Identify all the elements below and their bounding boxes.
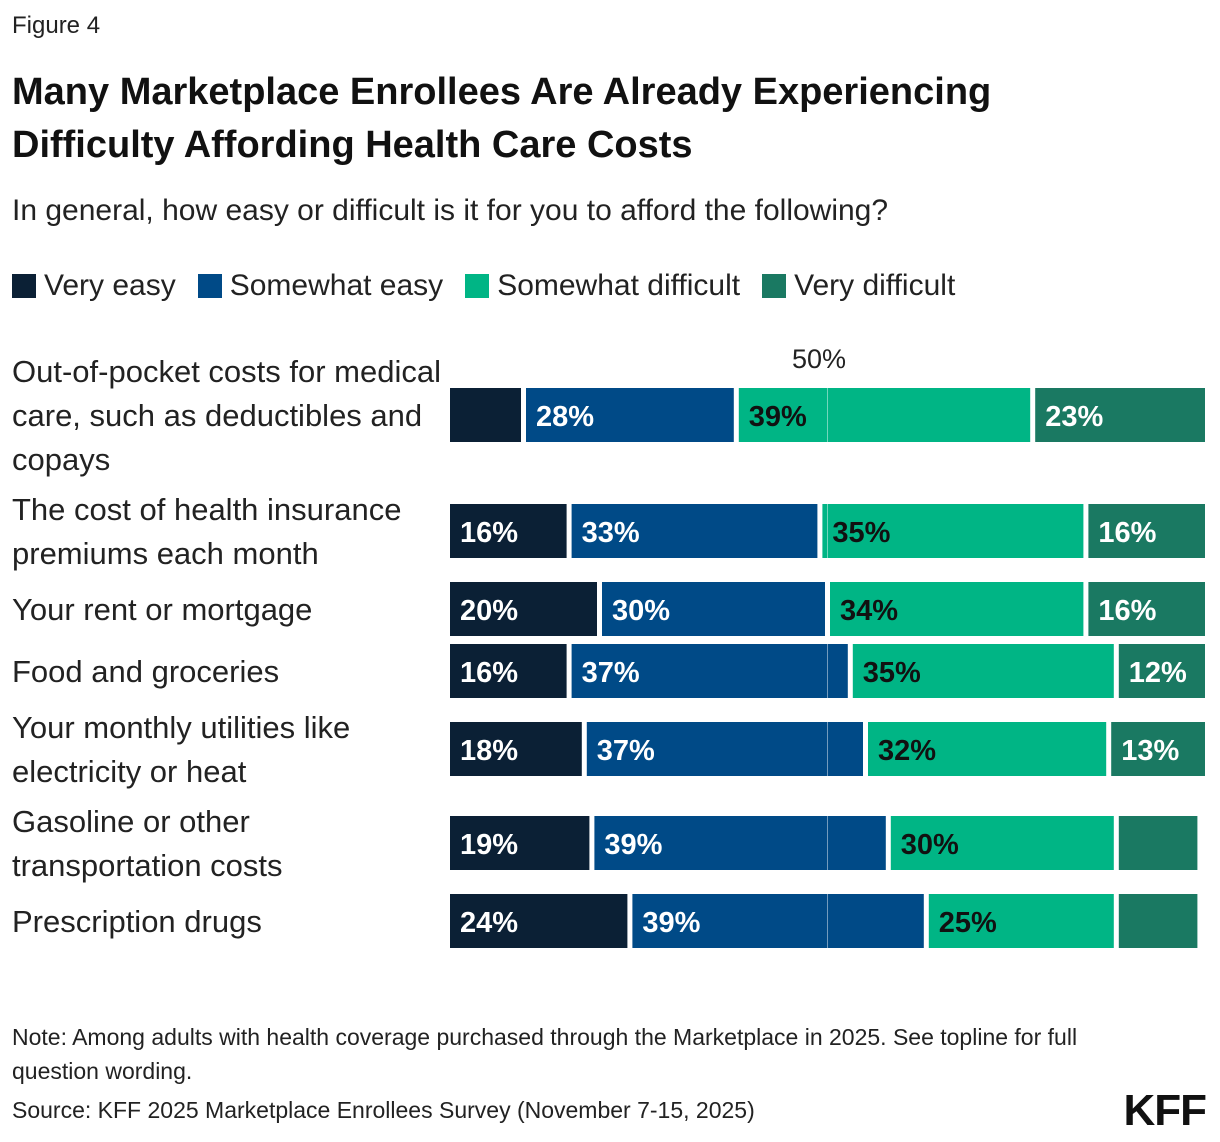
bar-very-difficult: [1088, 504, 1205, 558]
bar-very-easy: [450, 816, 590, 870]
bar-somewhat-difficult: [830, 582, 1084, 636]
data-label: 28%: [536, 401, 594, 433]
data-label: 39%: [642, 907, 700, 939]
data-label: 12%: [1129, 657, 1187, 689]
midpoint-label: 50%: [792, 344, 847, 374]
data-label: 25%: [939, 907, 997, 939]
bar-somewhat-difficult: [852, 644, 1114, 698]
legend-label: Very easy: [44, 269, 176, 302]
data-label: 35%: [832, 517, 890, 549]
kff-logo: KFF: [1123, 1086, 1207, 1135]
bar-very-difficult: [1118, 644, 1205, 698]
data-label: 23%: [1045, 401, 1103, 433]
data-label: 13%: [1121, 735, 1179, 767]
data-label: 24%: [460, 907, 518, 939]
chart-source: Source: KFF 2025 Marketplace Enrollees S…: [12, 1097, 755, 1123]
data-label: 33%: [582, 517, 640, 549]
legend-label: Very difficult: [794, 269, 956, 302]
legend-label: Somewhat difficult: [497, 269, 741, 302]
bar-somewhat-difficult: [738, 388, 1031, 442]
bar-somewhat-easy: [571, 504, 818, 558]
legend-label: Somewhat easy: [229, 269, 444, 302]
bar-very-difficult: [1111, 722, 1205, 776]
data-label: 37%: [597, 735, 655, 767]
data-label: 35%: [863, 657, 921, 689]
category-label: Your rent or mortgage: [12, 592, 313, 627]
data-label: 19%: [460, 829, 518, 861]
legend-item-very-easy: Very easy: [12, 269, 176, 303]
category-label: Gasoline or other transportation costs: [12, 804, 283, 883]
category-label: Out-of-pocket costs for medical care, su…: [12, 354, 441, 477]
bar-somewhat-easy: [594, 816, 886, 870]
bar-very-difficult: [1088, 582, 1205, 636]
bar-very-easy: [450, 582, 597, 636]
bar-very-difficult: [1118, 894, 1198, 948]
chart-title: Many Marketplace Enrollees Are Already E…: [12, 71, 992, 166]
bar-somewhat-easy: [632, 894, 924, 948]
data-label: 37%: [582, 657, 640, 689]
legend: Very easy Somewhat easy Somewhat difficu…: [12, 266, 977, 306]
category-label: Prescription drugs: [12, 904, 262, 939]
bar-very-easy: [450, 894, 628, 948]
legend-item-somewhat-difficult: Somewhat difficult: [465, 269, 740, 303]
bar-somewhat-difficult: [890, 816, 1114, 870]
data-label: 39%: [749, 401, 807, 433]
data-label: 16%: [1098, 517, 1156, 549]
bar-very-difficult: [1118, 816, 1198, 870]
legend-swatch: [465, 274, 490, 298]
category-label: Your monthly utilities like electricity …: [12, 710, 351, 789]
stacked-bar-chart: 28% 39% 23% 16% 33% 35% 16% 20% 30% 34% 16% 16% 37% 3…: [450, 388, 1205, 948]
chart-note: Note: Among adults with health coverage …: [12, 1024, 1078, 1084]
data-label: 16%: [460, 517, 518, 549]
bar-very-easy: [450, 644, 567, 698]
data-label: 39%: [604, 829, 662, 861]
data-label: 18%: [460, 735, 518, 767]
legend-swatch: [197, 274, 222, 298]
figure-label: Figure 4: [12, 12, 101, 39]
data-label: 16%: [460, 657, 518, 689]
legend-swatch: [12, 274, 36, 298]
category-label: The cost of health insurance premiums ea…: [12, 492, 402, 571]
category-label: Food and groceries: [12, 654, 280, 689]
data-label: 32%: [878, 735, 936, 767]
bar-very-difficult: [1035, 388, 1205, 442]
legend-item-very-difficult: Very difficult: [762, 269, 955, 303]
bar-somewhat-difficult: [822, 504, 1084, 558]
bar-very-easy: [450, 504, 567, 558]
data-label: 20%: [460, 595, 518, 627]
bar-somewhat-easy: [586, 722, 863, 776]
bar-very-easy: [450, 722, 582, 776]
legend-item-somewhat-easy: Somewhat easy: [197, 269, 444, 303]
bar-somewhat-difficult: [868, 722, 1107, 776]
chart-subtitle: In general, how easy or difficult is it …: [12, 194, 889, 227]
bar-somewhat-easy: [571, 644, 848, 698]
bar-somewhat-easy: [526, 388, 734, 442]
data-label: 30%: [901, 829, 959, 861]
data-label: 34%: [840, 595, 898, 627]
bar-somewhat-easy: [602, 582, 825, 636]
bar-very-easy: [450, 388, 521, 442]
legend-swatch: [762, 274, 787, 298]
bar-somewhat-difficult: [928, 894, 1114, 948]
data-label: 30%: [612, 595, 670, 627]
data-label: 16%: [1098, 595, 1156, 627]
